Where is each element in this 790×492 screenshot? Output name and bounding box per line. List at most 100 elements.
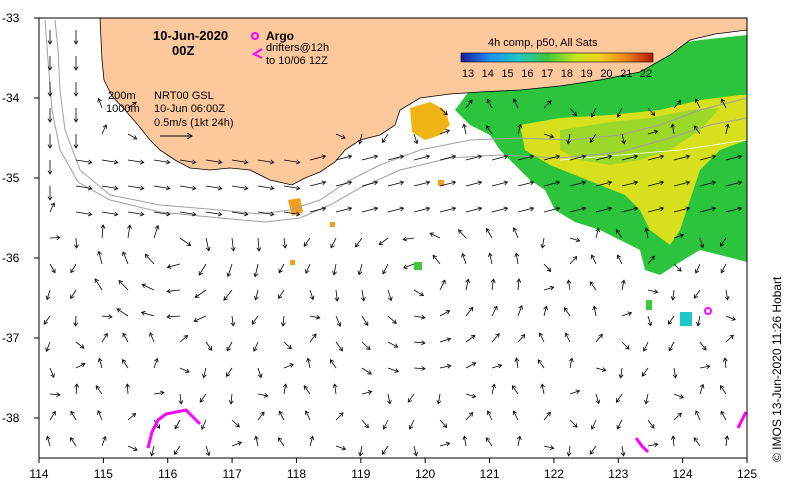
current-vector xyxy=(101,211,118,215)
current-vector-head xyxy=(572,256,578,261)
current-vector-head xyxy=(633,180,639,186)
current-vector xyxy=(198,263,207,276)
current-vector xyxy=(589,133,597,143)
current-vector xyxy=(543,306,547,317)
current-vectors xyxy=(43,30,743,457)
current-vector xyxy=(593,306,597,317)
current-vector xyxy=(720,411,727,421)
current-vector xyxy=(720,237,727,247)
current-vector xyxy=(485,437,493,447)
current-vector xyxy=(673,393,684,399)
current-vector-head xyxy=(724,123,730,129)
current-vector-head xyxy=(694,98,700,104)
current-vector xyxy=(101,185,118,189)
current-vector xyxy=(517,207,534,213)
current-vector xyxy=(231,159,248,163)
current-vector xyxy=(127,185,144,189)
current-vector-head xyxy=(402,236,407,242)
current-vector-head xyxy=(512,410,518,416)
current-vector-head xyxy=(685,154,691,160)
current-vector-head xyxy=(694,269,700,274)
current-vector xyxy=(643,341,649,352)
current-vector xyxy=(303,237,311,247)
current-vector-head xyxy=(719,242,725,247)
current-vector xyxy=(487,410,493,421)
current-vector-head xyxy=(70,410,75,416)
current-vector xyxy=(231,315,234,326)
current-vector-head xyxy=(679,233,685,239)
current-vector-head xyxy=(451,154,457,160)
current-vector-head xyxy=(257,373,263,379)
current-vector xyxy=(144,254,155,265)
current-vector-head xyxy=(607,206,613,212)
current-vector-head xyxy=(653,129,659,135)
current-vector-head xyxy=(108,314,113,320)
current-vector-head xyxy=(278,268,283,274)
sst-speck xyxy=(330,222,335,227)
current-vector xyxy=(101,225,104,239)
product-label: NRT00 GSL xyxy=(154,90,214,102)
current-vector-head xyxy=(97,97,102,103)
current-vector-head xyxy=(73,40,79,45)
current-vector xyxy=(539,332,545,343)
current-vector-head xyxy=(330,243,335,249)
current-vector-head xyxy=(70,268,75,274)
current-vector xyxy=(647,315,652,326)
current-vector-head xyxy=(118,280,123,285)
current-vector-head xyxy=(677,412,682,418)
current-vector xyxy=(205,445,210,456)
current-vector-head xyxy=(237,441,243,446)
current-vector xyxy=(283,211,300,215)
current-vector-head xyxy=(421,340,426,346)
current-vector-head xyxy=(470,334,476,340)
current-vector-head xyxy=(102,124,108,129)
current-vector-head xyxy=(47,170,53,175)
current-vector-head xyxy=(529,154,535,160)
current-vector-head xyxy=(282,383,288,389)
current-vector-head xyxy=(50,373,55,378)
current-vector-head xyxy=(572,111,577,117)
current-vector-head xyxy=(621,139,626,145)
current-vector-head xyxy=(51,410,56,416)
current-vector xyxy=(335,289,338,301)
current-vector xyxy=(413,207,430,213)
current-vector xyxy=(309,181,326,187)
current-vector xyxy=(621,312,632,317)
current-vector-head xyxy=(228,400,234,405)
current-vector-head xyxy=(446,337,452,342)
current-vector-head xyxy=(644,399,649,405)
current-vector xyxy=(589,281,597,291)
current-vector xyxy=(335,155,352,161)
current-vector xyxy=(439,365,451,369)
sst-speck xyxy=(438,180,444,186)
current-vector-head xyxy=(205,451,211,457)
current-vector-head xyxy=(100,224,106,229)
current-vector xyxy=(413,133,418,144)
current-vector-head xyxy=(113,159,119,165)
current-vector-head xyxy=(282,244,288,249)
current-vector xyxy=(403,237,415,240)
current-vector-head xyxy=(194,293,200,298)
current-vector xyxy=(591,254,597,265)
current-vector xyxy=(283,185,300,189)
current-vector-head xyxy=(468,306,474,312)
current-vector xyxy=(491,305,498,317)
current-vector-head xyxy=(670,123,676,129)
current-vector-head xyxy=(520,334,526,339)
current-vector xyxy=(569,419,578,428)
current-vector-head xyxy=(685,180,691,186)
current-vector-head xyxy=(47,118,53,123)
current-vector-head xyxy=(47,92,53,97)
current-vector-head xyxy=(321,206,327,212)
current-vector xyxy=(537,359,545,369)
current-vector-head xyxy=(382,269,387,275)
current-vector xyxy=(45,341,51,352)
sst-speck xyxy=(290,260,295,265)
current-vector xyxy=(673,412,682,421)
current-vector-head xyxy=(287,344,292,350)
current-vector xyxy=(699,155,716,161)
current-vector-head xyxy=(601,367,607,372)
current-vector-head xyxy=(193,317,199,323)
current-vector-head xyxy=(201,425,206,430)
current-vector-head xyxy=(51,268,56,274)
